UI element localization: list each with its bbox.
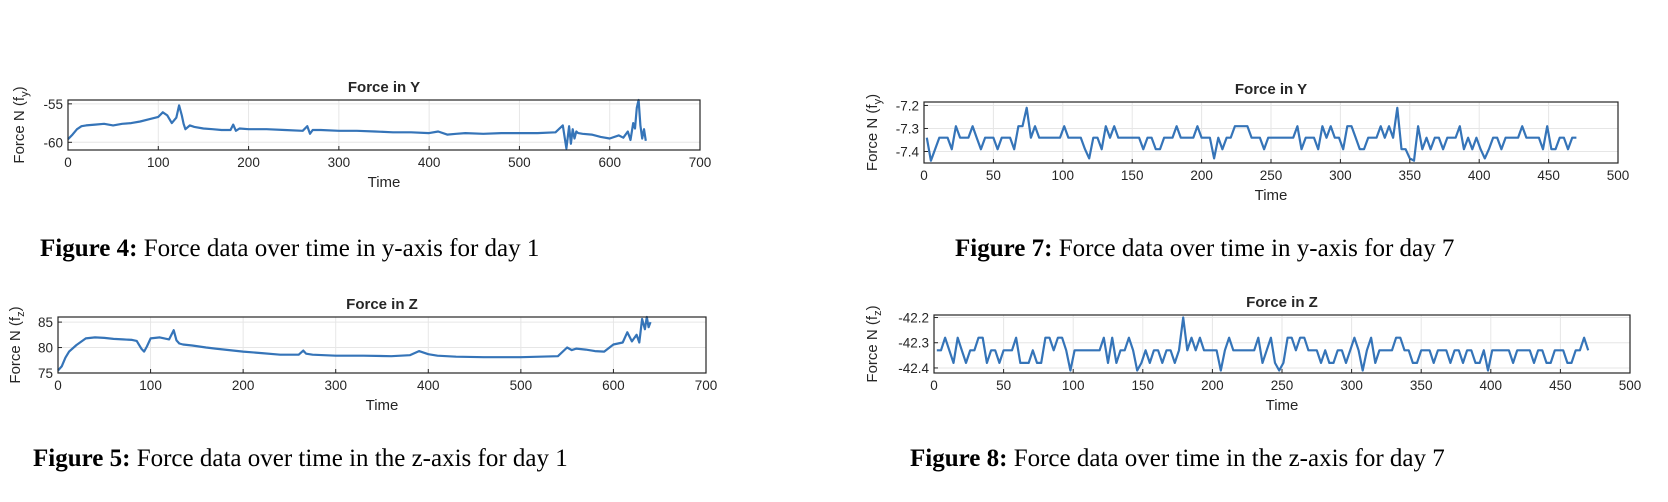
fig8-xtick-label: 450 — [1549, 378, 1572, 393]
fig4-ylabel-close: ) — [11, 86, 28, 91]
fig8-xtick-label: 100 — [1062, 378, 1085, 393]
fig8-xtick-label: 250 — [1271, 378, 1294, 393]
fig8-xtick-label: 50 — [996, 378, 1011, 393]
fig4-xtick-label: 600 — [598, 155, 621, 170]
fig7-ylabel-sub: y — [872, 98, 884, 104]
fig8-ytick-label: -42.2 — [898, 311, 929, 326]
fig4-xtick-label: 0 — [64, 155, 72, 170]
caption-fig5-label: Figure 5: — [33, 445, 131, 472]
fig8-ytick-label: -42.4 — [898, 361, 929, 376]
fig7-ylabel-close: ) — [864, 94, 881, 99]
caption-fig7-label: Figure 7: — [955, 235, 1053, 262]
fig7-ylabel-main: Force N (f — [864, 104, 881, 172]
caption-fig8-text: Force data over time in the z-axis for d… — [1007, 445, 1445, 472]
fig4-ytick-label: -60 — [43, 135, 63, 150]
fig5-ylabel: Force N (fz) — [7, 306, 27, 383]
fig4-ylabel-main: Force N (f — [11, 96, 28, 164]
caption-fig4-text: Force data over time in y-axis for day 1 — [137, 235, 540, 262]
fig7-group: 0 50 100 150 200 250 300 350 400 450 500 -7.2 -7.3 -7… — [864, 81, 1629, 204]
fig7-xtick-label: 450 — [1537, 168, 1560, 183]
fig4-xtick-label: 300 — [328, 155, 351, 170]
fig8-ylabel-close: ) — [864, 305, 881, 310]
fig4-ylabel-sub: y — [19, 91, 31, 97]
fig8-xtick-label: 150 — [1132, 378, 1155, 393]
fig7-xtick-label: 300 — [1329, 168, 1352, 183]
caption-fig8-label: Figure 8: — [910, 445, 1008, 472]
fig7-xtick-label: 400 — [1468, 168, 1491, 183]
fig8-xtick-label: 0 — [930, 378, 938, 393]
caption-fig4-label: Figure 4: — [40, 235, 138, 262]
fig5-ylabel-sub: z — [15, 311, 27, 317]
fig7-xtick-label: 50 — [986, 168, 1001, 183]
fig4-xtick-label: 500 — [508, 155, 531, 170]
fig5-xtick-label: 0 — [54, 378, 62, 393]
fig5-ylabel-close: ) — [7, 306, 24, 311]
fig5-ylabel-main: Force N (f — [7, 316, 24, 384]
fig5-xlabel: Time — [366, 397, 399, 414]
fig7-xtick-label: 150 — [1121, 168, 1144, 183]
fig8-xlabel: Time — [1266, 397, 1299, 414]
caption-fig4: Figure 4: Force data over time in y-axis… — [40, 235, 539, 263]
fig7-xtick-label: 0 — [920, 168, 928, 183]
fig5-xtick-label: 300 — [324, 378, 347, 393]
fig8-xtick-label: 200 — [1201, 378, 1224, 393]
fig8-ylabel-sub: z — [872, 310, 884, 316]
fig4-group: 0 100 200 300 400 500 600 700 -55 -60 Force in Y Ti… — [11, 79, 711, 191]
caption-fig5: Figure 5: Force data over time in the z-… — [33, 445, 568, 473]
fig5-series-line — [57, 315, 652, 372]
fig4-series-line — [67, 98, 647, 150]
fig8-xtick-label: 350 — [1410, 378, 1433, 393]
fig4-xtick-label: 100 — [147, 155, 170, 170]
fig5-ytick-label: 80 — [38, 341, 53, 356]
fig8-title: Force in Z — [1246, 294, 1318, 311]
fig7-ylabel: Force N (fy) — [864, 94, 884, 171]
fig7-title: Force in Y — [1235, 81, 1307, 98]
fig4-title: Force in Y — [348, 79, 420, 96]
fig5-xtick-label: 400 — [417, 378, 440, 393]
fig4-xlabel: Time — [368, 174, 401, 191]
fig7-ytick-label: -7.2 — [896, 98, 919, 113]
fig5-ytick-label: 75 — [38, 366, 53, 381]
fig7-series-line — [925, 106, 1577, 162]
fig4-xtick-label: 700 — [689, 155, 712, 170]
fig8-series-line — [936, 316, 1590, 372]
fig8-xtick-label: 500 — [1619, 378, 1642, 393]
fig8-group: 0 50 100 150 200 250 300 350 400 450 500 -42.2 -42.3… — [864, 294, 1641, 414]
fig5-xtick-label: 700 — [695, 378, 718, 393]
fig5-xtick-label: 100 — [139, 378, 162, 393]
fig7-ytick-label: -7.3 — [896, 121, 919, 136]
fig8-xtick-label: 300 — [1340, 378, 1363, 393]
caption-fig7-text: Force data over time in y-axis for day 7 — [1052, 235, 1455, 262]
fig8-ytick-label: -42.3 — [898, 336, 929, 351]
fig7-xtick-label: 250 — [1260, 168, 1283, 183]
fig7-xtick-label: 500 — [1607, 168, 1630, 183]
caption-fig5-text: Force data over time in the z-axis for d… — [130, 445, 568, 472]
fig4-axes-box — [67, 99, 701, 151]
fig5-xtick-label: 200 — [232, 378, 255, 393]
fig5-xtick-label: 600 — [602, 378, 625, 393]
fig4-xtick-label: 200 — [237, 155, 260, 170]
fig7-ytick-label: -7.4 — [896, 144, 920, 159]
caption-fig7: Figure 7: Force data over time in y-axis… — [955, 235, 1454, 263]
caption-fig8: Figure 8: Force data over time in the z-… — [910, 445, 1445, 473]
fig4-ylabel: Force N (fy) — [11, 86, 31, 163]
fig7-xtick-label: 200 — [1190, 168, 1213, 183]
fig5-xtick-label: 500 — [510, 378, 533, 393]
fig5-title: Force in Z — [346, 296, 418, 313]
fig7-xlabel: Time — [1255, 187, 1288, 204]
fig7-xtick-label: 100 — [1052, 168, 1075, 183]
fig8-ylabel-main: Force N (f — [864, 315, 881, 383]
fig8-xtick-label: 400 — [1480, 378, 1503, 393]
fig8-ylabel: Force N (fz) — [864, 305, 884, 382]
fig5-ytick-label: 85 — [38, 315, 53, 330]
fig5-axes-box — [57, 316, 707, 374]
fig4-ytick-label: -55 — [43, 97, 63, 112]
fig7-xtick-label: 350 — [1399, 168, 1422, 183]
fig5-group: 0 100 200 300 400 500 600 700 85 80 75 Force in Z Ti… — [7, 296, 717, 414]
fig4-xtick-label: 400 — [418, 155, 441, 170]
